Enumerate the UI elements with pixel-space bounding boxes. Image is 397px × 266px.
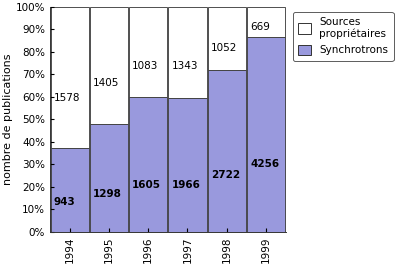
Text: 1966: 1966 [172, 180, 200, 190]
Text: 2722: 2722 [211, 170, 240, 180]
Text: 1298: 1298 [93, 189, 122, 199]
Bar [208, 69, 246, 232]
Bar [168, 7, 206, 98]
Text: 1052: 1052 [211, 43, 237, 53]
Bar [129, 97, 167, 232]
Y-axis label: nombre de publications: nombre de publications [3, 53, 13, 185]
Text: 943: 943 [54, 197, 75, 207]
Text: 1405: 1405 [93, 78, 119, 88]
Bar [50, 7, 89, 148]
Legend: Sources
propriétaires, Synchrotrons: Sources propriétaires, Synchrotrons [293, 12, 393, 61]
Bar [208, 7, 246, 69]
Bar [168, 98, 206, 232]
Bar [129, 7, 167, 97]
Bar [247, 7, 285, 37]
Text: 1605: 1605 [132, 180, 161, 190]
Bar [247, 37, 285, 232]
Text: 1343: 1343 [172, 61, 198, 71]
Text: 1578: 1578 [54, 93, 80, 103]
Bar [90, 7, 128, 124]
Text: 669: 669 [250, 22, 270, 32]
Text: 1083: 1083 [132, 61, 158, 71]
Text: 4256: 4256 [250, 159, 279, 169]
Bar [50, 148, 89, 232]
Bar [90, 124, 128, 232]
